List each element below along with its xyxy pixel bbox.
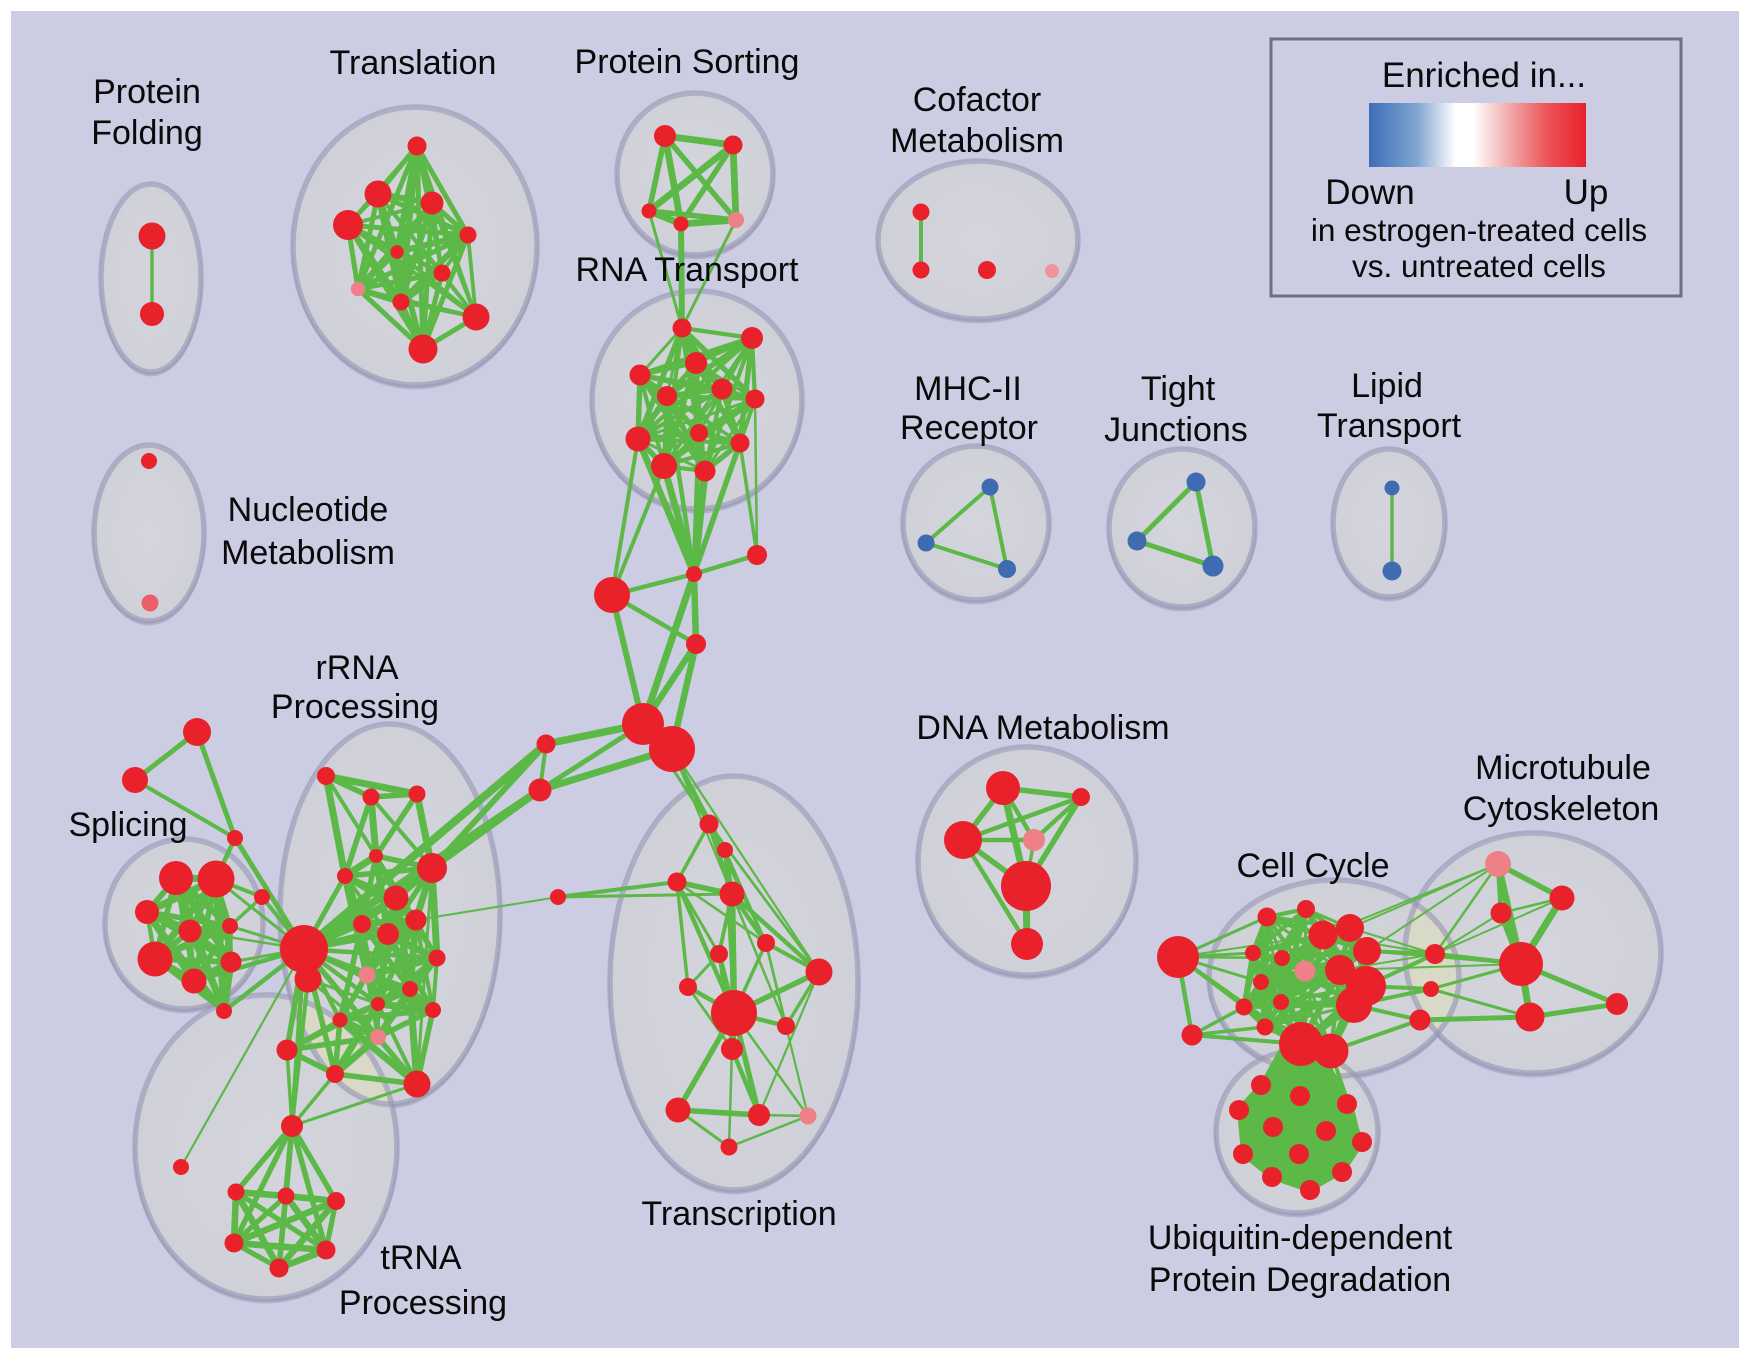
svg-text:Receptor: Receptor: [900, 409, 1038, 447]
svg-text:Cofactor: Cofactor: [913, 81, 1042, 119]
svg-text:Protein Sorting: Protein Sorting: [575, 43, 800, 81]
svg-text:Ubiquitin-dependent: Ubiquitin-dependent: [1148, 1219, 1453, 1257]
svg-text:Transcription: Transcription: [641, 1195, 836, 1233]
svg-text:Tight: Tight: [1141, 370, 1216, 408]
svg-text:Microtubule: Microtubule: [1475, 749, 1651, 787]
svg-text:Cell Cycle: Cell Cycle: [1236, 847, 1389, 885]
svg-text:MHC-II: MHC-II: [914, 370, 1022, 408]
svg-text:Protein Degradation: Protein Degradation: [1149, 1261, 1451, 1299]
svg-text:Processing: Processing: [271, 688, 439, 726]
svg-text:Metabolism: Metabolism: [890, 122, 1064, 160]
svg-text:Up: Up: [1564, 173, 1609, 212]
svg-text:Junctions: Junctions: [1104, 411, 1248, 449]
svg-text:Metabolism: Metabolism: [221, 534, 395, 572]
svg-text:Enriched in...: Enriched in...: [1382, 56, 1586, 95]
svg-text:Protein: Protein: [93, 73, 201, 111]
svg-text:Down: Down: [1325, 173, 1414, 212]
svg-text:DNA Metabolism: DNA Metabolism: [916, 709, 1169, 747]
svg-text:Translation: Translation: [330, 44, 497, 82]
svg-text:rRNA: rRNA: [315, 649, 398, 687]
svg-text:Splicing: Splicing: [68, 806, 187, 844]
svg-text:Cytoskeleton: Cytoskeleton: [1463, 790, 1660, 828]
svg-text:tRNA: tRNA: [380, 1239, 462, 1277]
svg-text:Transport: Transport: [1317, 407, 1462, 445]
svg-text:Folding: Folding: [91, 114, 203, 152]
svg-text:Processing: Processing: [339, 1284, 507, 1322]
svg-text:in estrogen-treated cells: in estrogen-treated cells: [1311, 212, 1647, 248]
svg-text:Nucleotide: Nucleotide: [228, 491, 389, 529]
svg-text:RNA Transport: RNA Transport: [576, 251, 800, 289]
svg-text:vs. untreated cells: vs. untreated cells: [1352, 248, 1606, 284]
svg-text:Lipid: Lipid: [1351, 367, 1423, 405]
